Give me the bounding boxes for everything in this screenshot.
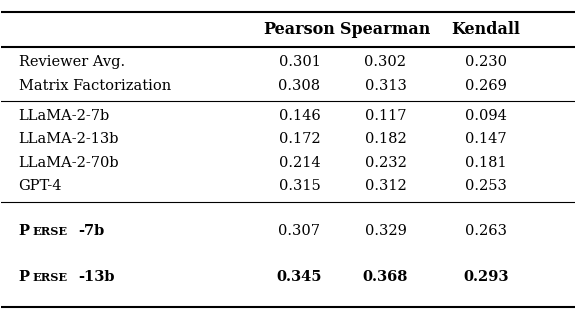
Text: 0.182: 0.182 [365, 132, 406, 146]
Text: 0.147: 0.147 [465, 132, 506, 146]
Text: 0.301: 0.301 [279, 55, 320, 69]
Text: 0.146: 0.146 [279, 109, 320, 123]
Text: Kendall: Kendall [452, 21, 520, 38]
Text: 0.312: 0.312 [365, 179, 406, 193]
Text: LLaMA-2-70b: LLaMA-2-70b [18, 156, 119, 170]
Text: 0.094: 0.094 [465, 109, 507, 123]
Text: 0.308: 0.308 [278, 79, 320, 93]
Text: 0.313: 0.313 [365, 79, 407, 93]
Text: ERSE: ERSE [33, 226, 68, 237]
Text: Reviewer Avg.: Reviewer Avg. [18, 55, 125, 69]
Text: 0.329: 0.329 [365, 225, 407, 238]
Text: P: P [18, 225, 29, 238]
Text: 0.230: 0.230 [465, 55, 507, 69]
Text: 0.315: 0.315 [279, 179, 320, 193]
Text: 0.293: 0.293 [463, 270, 509, 284]
Text: 0.172: 0.172 [279, 132, 320, 146]
Text: 0.117: 0.117 [365, 109, 406, 123]
Text: Pearson: Pearson [264, 21, 335, 38]
Text: 0.232: 0.232 [365, 156, 407, 170]
Text: GPT-4: GPT-4 [18, 179, 62, 193]
Text: LLaMA-2-13b: LLaMA-2-13b [18, 132, 119, 146]
Text: 0.368: 0.368 [363, 270, 408, 284]
Text: 0.253: 0.253 [465, 179, 507, 193]
Text: -13b: -13b [78, 270, 114, 284]
Text: Spearman: Spearman [340, 21, 431, 38]
Text: ERSE: ERSE [33, 272, 68, 283]
Text: 0.214: 0.214 [279, 156, 320, 170]
Text: P: P [18, 270, 29, 284]
Text: Matrix Factorization: Matrix Factorization [18, 79, 171, 93]
Text: 0.302: 0.302 [365, 55, 407, 69]
Text: 0.181: 0.181 [465, 156, 506, 170]
Text: 0.263: 0.263 [465, 225, 507, 238]
Text: LLaMA-2-7b: LLaMA-2-7b [18, 109, 110, 123]
Text: 0.345: 0.345 [276, 270, 322, 284]
Text: 0.269: 0.269 [465, 79, 507, 93]
Text: 0.307: 0.307 [278, 225, 320, 238]
Text: -7b: -7b [78, 225, 104, 238]
